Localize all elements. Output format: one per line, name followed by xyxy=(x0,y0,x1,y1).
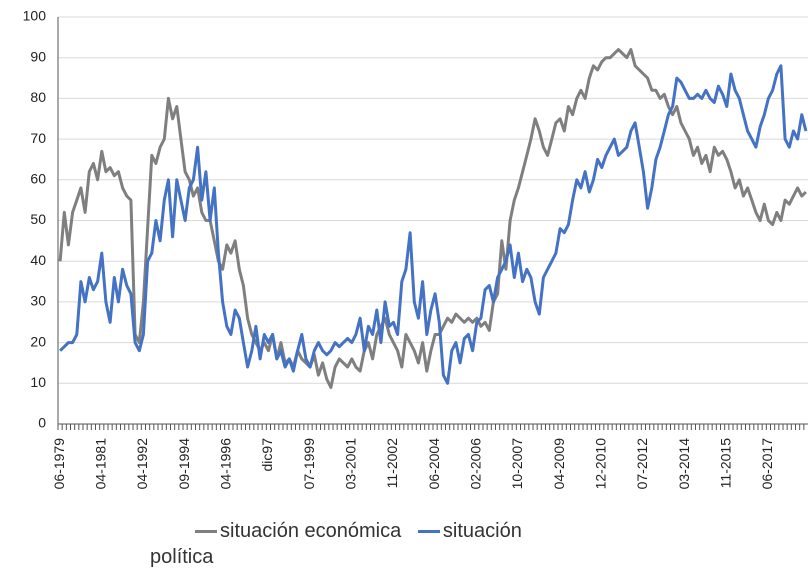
x-tick-label: 04-1981 xyxy=(92,438,108,490)
x-tick-label: 06-2004 xyxy=(426,438,442,490)
series-line xyxy=(59,64,808,385)
x-tick-label: 04-1996 xyxy=(217,438,233,490)
y-tick-label: 40 xyxy=(30,252,46,268)
x-tick-label: 07-1999 xyxy=(301,438,317,490)
legend-item: situación económica xyxy=(195,520,401,542)
y-tick-label: 20 xyxy=(30,333,46,349)
y-tick-label: 80 xyxy=(30,89,46,105)
x-tick-label: 11-2002 xyxy=(384,438,400,489)
y-tick-label: 30 xyxy=(30,293,46,309)
y-tick-label: 100 xyxy=(23,8,47,24)
x-tick-label: 03-2001 xyxy=(342,438,358,490)
x-tick-label: dic97 xyxy=(259,438,275,472)
y-tick-label: 0 xyxy=(38,415,46,431)
x-tick-label: 04-2009 xyxy=(551,438,567,490)
y-tick-label: 50 xyxy=(30,211,46,227)
y-tick-label: 10 xyxy=(30,374,46,390)
legend: situación económica situación política xyxy=(150,518,570,570)
legend-swatch xyxy=(195,530,217,534)
y-tick-label: 90 xyxy=(30,48,46,64)
x-tick-label: 04-1992 xyxy=(134,438,150,490)
x-tick-label: 03-2014 xyxy=(676,438,692,490)
x-tick-label: 11-2015 xyxy=(717,438,733,489)
x-tick-label: 06-2017 xyxy=(759,438,775,490)
x-tick-label: 10-2007 xyxy=(509,438,525,490)
y-tick-label: 60 xyxy=(30,171,46,187)
y-tick-label: 70 xyxy=(30,130,46,146)
x-tick-label: 09-1994 xyxy=(176,438,192,490)
series-line xyxy=(58,48,807,389)
legend-item: situación política xyxy=(150,520,522,568)
x-tick-label: 12-2010 xyxy=(592,438,608,490)
legend-label: situación económica xyxy=(220,520,402,542)
x-tick-label: 07-2012 xyxy=(634,438,650,490)
legend-swatch xyxy=(417,530,440,534)
chart: 0 10 20 30 40 50 60 70 80 90 100 06-1979 04-1981 04-1… xyxy=(23,8,808,490)
x-tick-label: 02-2006 xyxy=(467,438,483,490)
x-tick-label: 06-1979 xyxy=(51,438,67,490)
legend-label: situación política xyxy=(150,520,522,568)
